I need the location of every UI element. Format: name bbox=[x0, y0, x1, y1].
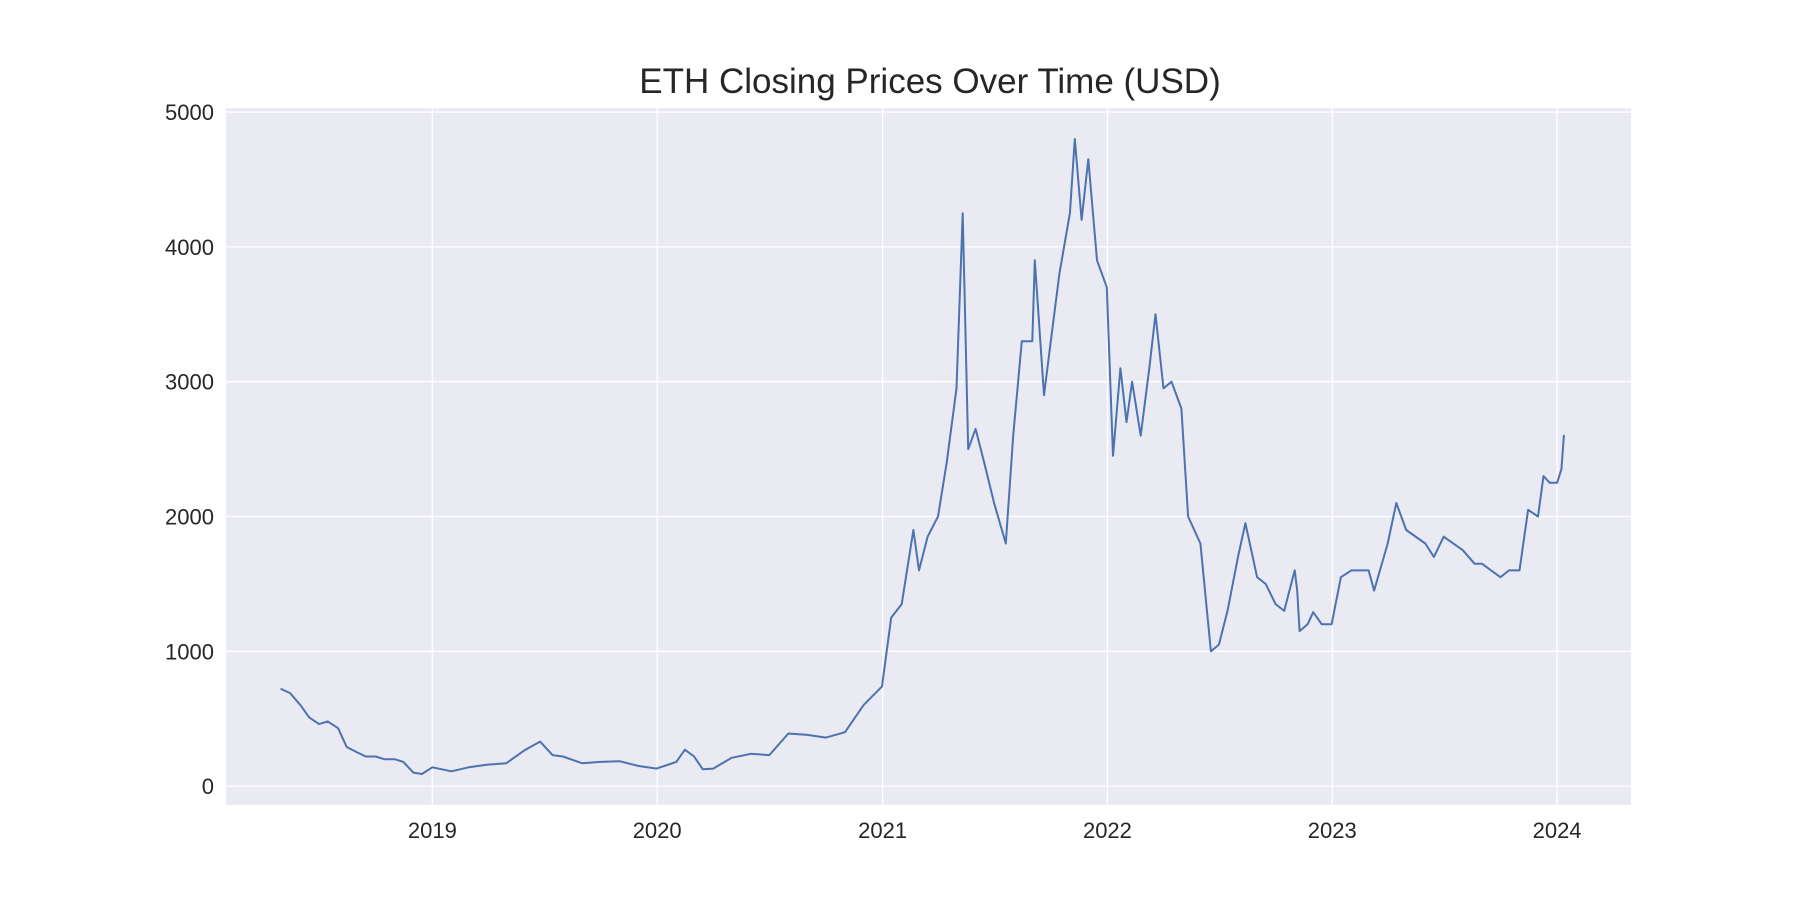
plot-area bbox=[226, 108, 1631, 805]
y-tick-label: 5000 bbox=[165, 100, 214, 125]
y-tick-label: 0 bbox=[202, 774, 214, 799]
x-tick-label: 2024 bbox=[1533, 818, 1582, 843]
price-line bbox=[280, 138, 1565, 775]
y-tick-label: 2000 bbox=[165, 504, 214, 529]
y-tick-label: 4000 bbox=[165, 235, 214, 260]
chart-title: ETH Closing Prices Over Time (USD) bbox=[639, 62, 1221, 101]
x-tick-label: 2020 bbox=[633, 818, 682, 843]
x-tick-label: 2019 bbox=[408, 818, 457, 843]
x-tick-label: 2022 bbox=[1083, 818, 1132, 843]
y-tick-label: 1000 bbox=[165, 639, 214, 664]
y-tick-label: 3000 bbox=[165, 370, 214, 395]
x-tick-label: 2021 bbox=[858, 818, 907, 843]
x-tick-label: 2023 bbox=[1308, 818, 1357, 843]
